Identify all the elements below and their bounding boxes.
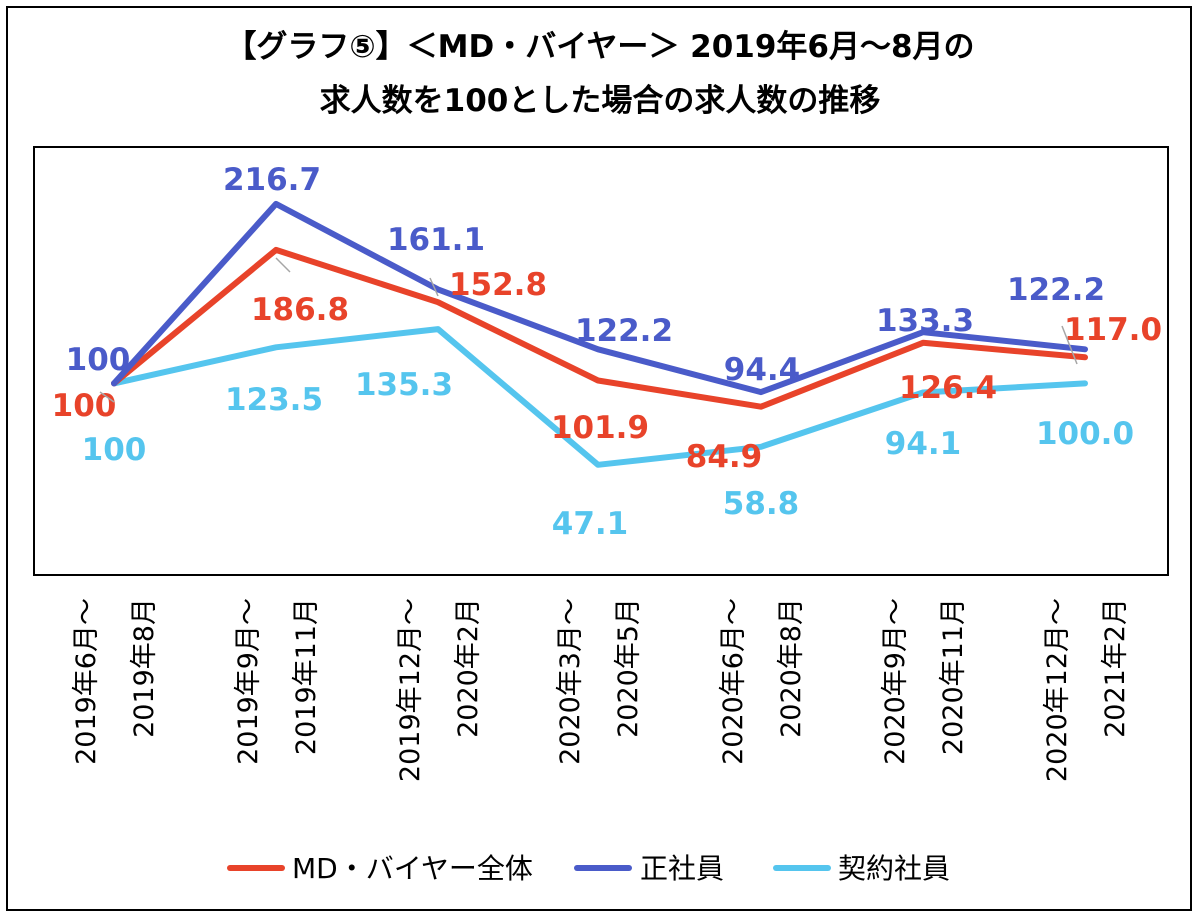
- data-label-s1-p2: 161.1: [387, 222, 485, 258]
- data-label-s0-p4: 84.9: [686, 439, 763, 475]
- x-tick-label-2-1: 2020年2月: [453, 598, 484, 738]
- data-label-s0-p0: 100: [52, 388, 117, 424]
- chart-frame: [6, 6, 1192, 911]
- x-tick-label-1-0: 2019年9月～: [233, 598, 264, 765]
- data-label-s2-p2: 135.3: [355, 367, 453, 403]
- x-tick-label-5-1: 2020年11月: [938, 598, 969, 755]
- series-line-0: [111, 246, 1088, 410]
- data-label-s0-p6: 117.0: [1064, 312, 1162, 348]
- data-label-s0-p2: 152.8: [449, 267, 547, 303]
- x-tick-label-3-1: 2020年5月: [613, 598, 644, 738]
- data-label-s2-p3: 47.1: [552, 506, 629, 542]
- data-labels: 100 186.8 152.8 101.9 84.9 126.4 117.0 100 216.7…: [52, 162, 1162, 542]
- data-label-s0-p1: 186.8: [251, 292, 349, 328]
- data-label-s2-p4: 58.8: [723, 486, 800, 522]
- data-label-s1-p6: 122.2: [1007, 272, 1105, 308]
- x-tick-label-6-0: 2020年12月～: [1042, 598, 1073, 782]
- x-tick-label-0-0: 2019年6月～: [71, 598, 102, 765]
- label-leader-line-3: [1061, 325, 1078, 365]
- data-label-s0-p5: 126.4: [899, 370, 997, 406]
- x-tick-label-1-1: 2019年11月: [291, 598, 322, 755]
- data-label-s2-p0: 100: [82, 432, 147, 468]
- x-tick-label-6-1: 2021年2月: [1100, 598, 1131, 738]
- data-label-s2-p5: 94.1: [885, 426, 962, 462]
- series-line-2: [111, 326, 1088, 468]
- data-label-s2-p6: 100.0: [1036, 416, 1134, 452]
- label-leader-line-2: [429, 277, 439, 297]
- plot-area: [33, 146, 1169, 576]
- x-axis-ticks: 2019年6月～ 2019年8月 2019年9月～ 2019年11月 2019年12月～…: [71, 598, 1131, 782]
- data-label-s0-p3: 101.9: [551, 410, 649, 446]
- data-label-s1-p4: 94.4: [724, 352, 801, 388]
- x-tick-label-0-1: 2019年8月: [129, 598, 160, 738]
- legend-label-0: MD・バイヤー全体: [292, 852, 533, 885]
- chart-title-line2: 求人数を100とした場合の求人数の推移: [320, 83, 881, 119]
- chart-title-line1: 【グラフ⑤】＜MD・バイヤー＞ 2019年6月～8月の: [225, 29, 974, 65]
- legend-label-1: 正社員: [640, 852, 724, 885]
- data-label-s2-p1: 123.5: [225, 382, 323, 418]
- label-leader-line-1: [275, 257, 291, 273]
- series-line-1: [111, 200, 1088, 396]
- x-tick-label-2-0: 2019年12月～: [395, 598, 426, 782]
- data-label-s1-p5: 133.3: [876, 303, 974, 339]
- series-lines: [111, 200, 1088, 468]
- data-label-s1-p1: 216.7: [223, 162, 321, 198]
- data-label-s1-p0: 100: [66, 342, 131, 378]
- x-tick-label-4-0: 2020年6月～: [718, 598, 749, 765]
- label-leader-line-0: [99, 391, 115, 403]
- legend: MD・バイヤー全体 正社員 契約社員: [227, 852, 950, 885]
- x-tick-label-5-0: 2020年9月～: [880, 598, 911, 765]
- x-tick-label-3-0: 2020年3月～: [555, 598, 586, 765]
- legend-label-2: 契約社員: [838, 852, 950, 885]
- data-label-s1-p3: 122.2: [575, 313, 673, 349]
- x-tick-label-4-1: 2020年8月: [776, 598, 807, 738]
